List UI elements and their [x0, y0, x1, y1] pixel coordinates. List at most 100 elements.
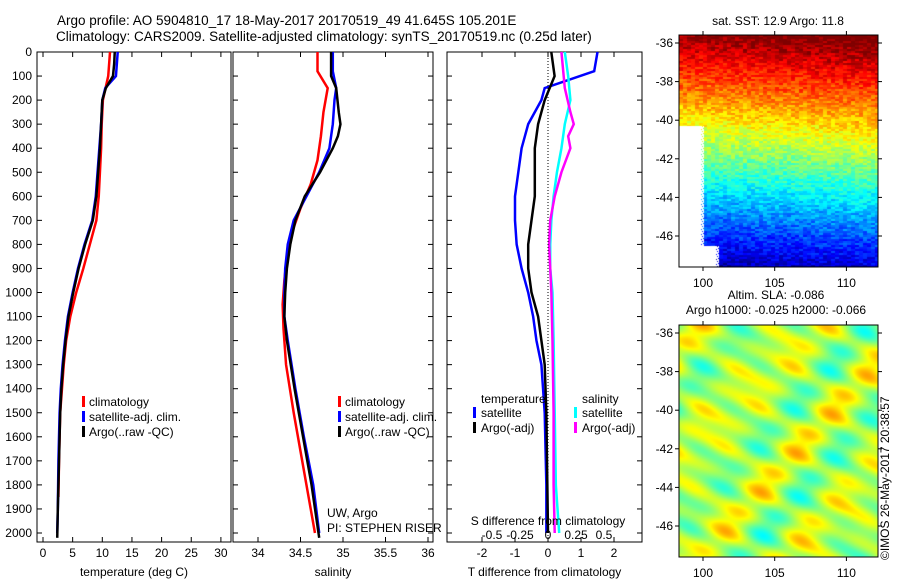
- y-tick-label: 700: [12, 213, 32, 227]
- map-frame-0: [678, 34, 879, 268]
- y-tick-label: 1400: [5, 382, 32, 396]
- y-tick-label: 1600: [5, 430, 32, 444]
- legend-swatch: [574, 407, 577, 418]
- legend-label: Argo(..raw -QC): [345, 425, 430, 439]
- x-tick-label: 1: [578, 546, 585, 560]
- legend-swatch: [82, 426, 85, 437]
- y-tick-label: -38: [656, 365, 674, 379]
- y-tick-label: 100: [12, 69, 32, 83]
- y-tick-label: -46: [656, 519, 674, 533]
- y-tick-label: 900: [12, 261, 32, 275]
- y-tick-label: 1700: [5, 454, 32, 468]
- x-tick-label: 36: [421, 546, 435, 560]
- legend-swatch: [473, 407, 476, 418]
- x-tick-label: 25: [185, 546, 199, 560]
- x2-tick-label: -0.25: [506, 528, 534, 542]
- x-tick-label: 2: [611, 546, 618, 560]
- legend-label: satellite-adj. clim.: [345, 410, 437, 424]
- sst-map: [679, 35, 878, 267]
- y-tick-label: -42: [656, 442, 674, 456]
- x-tick-label: 34.5: [289, 546, 313, 560]
- legend-label: Argo(-adj): [481, 421, 534, 435]
- x2-tick-label: 0.25: [564, 528, 588, 542]
- y-tick-label: 1100: [6, 310, 32, 324]
- y-tick-label: 1000: [5, 286, 32, 300]
- x2-tick-label: 0: [545, 528, 552, 542]
- y-tick-label: -36: [656, 326, 674, 340]
- x-tick-label: 100: [693, 276, 713, 290]
- x-tick-label: 5: [69, 546, 76, 560]
- legend-swatch: [82, 396, 85, 407]
- y-tick-label: 1800: [5, 478, 32, 492]
- x-tick-label: 15: [125, 546, 139, 560]
- y-tick-label: 1900: [5, 502, 32, 516]
- x-tick-label: -2: [477, 546, 488, 560]
- legend-swatch: [82, 411, 85, 422]
- series-climatology: [281, 52, 330, 534]
- y-tick-label: 300: [12, 117, 32, 131]
- series-t-satellite: [513, 51, 599, 533]
- legend-label: satellite-adj. clim.: [89, 410, 181, 424]
- title-line1: Argo profile: AO 5904810_17 18-May-2017 …: [57, 13, 517, 28]
- y-tick-label: -44: [656, 480, 674, 494]
- annotation: PI: STEPHEN RISER: [327, 521, 442, 535]
- y-tick-label: 2000: [5, 526, 32, 540]
- x-tick-label: 110: [837, 566, 856, 580]
- sla-map: [679, 325, 878, 557]
- y-tick-label: 400: [12, 141, 32, 155]
- x-tick-label: 30: [214, 546, 228, 560]
- y-tick-label: 600: [12, 189, 32, 203]
- legend-swatch: [338, 411, 341, 422]
- y-tick-label: -36: [656, 36, 674, 50]
- y-tick-label: -40: [656, 403, 674, 417]
- y-tick-label: -40: [656, 113, 674, 127]
- y-tick-label: 500: [12, 165, 32, 179]
- x-tick-label: 0: [545, 546, 552, 560]
- x-axis-label: salinity: [315, 565, 352, 579]
- x-tick-label: 20: [155, 546, 169, 560]
- legend-label: satellite: [481, 406, 522, 420]
- map-frame-1: [678, 324, 879, 558]
- series-t-argo-adj-: [526, 51, 556, 534]
- y-tick-label: -46: [656, 229, 674, 243]
- legend-label: Argo(..raw -QC): [89, 425, 174, 439]
- map-title: Altim. SLA: -0.086: [728, 288, 825, 302]
- legend-label: satellite: [582, 406, 623, 420]
- x-tick-label: -1: [510, 546, 521, 560]
- panel-frame-2: [446, 51, 643, 543]
- x-tick-label: 34: [251, 546, 265, 560]
- x-tick-label: 105: [765, 276, 785, 290]
- map-title: sat. SST: 12.9 Argo: 11.8: [712, 14, 844, 28]
- legend-label: Argo(-adj): [582, 421, 635, 435]
- x2-tick-label: -0.5: [482, 528, 503, 542]
- y-tick-label: 800: [12, 237, 32, 251]
- legend-label: climatology: [89, 395, 149, 409]
- x-axis-label: temperature (deg C): [80, 565, 188, 579]
- legend-title: temperature: [481, 392, 546, 406]
- x2-axis-label: S difference from climatology: [471, 514, 626, 528]
- legend-swatch: [473, 422, 476, 433]
- legend-label: climatology: [345, 395, 405, 409]
- x-tick-label: 0: [40, 546, 47, 560]
- series-argo-raw-qc-: [283, 52, 342, 538]
- y-tick-label: 0: [25, 45, 32, 59]
- y-tick-label: 200: [12, 93, 32, 107]
- x-tick-label: 110: [837, 276, 856, 290]
- x-axis-label: T difference from climatology: [468, 565, 622, 579]
- annotation: UW, Argo: [327, 506, 378, 520]
- y-tick-label: -44: [656, 190, 674, 204]
- title-line2: Climatology: CARS2009. Satellite-adjuste…: [56, 29, 592, 44]
- panel-frame-0: [36, 51, 232, 543]
- x2-tick-label: 0.5: [596, 528, 613, 542]
- x-tick-label: 105: [765, 566, 785, 580]
- y-tick-label: -38: [656, 75, 674, 89]
- x-tick-label: 35: [336, 546, 350, 560]
- x-tick-label: 10: [96, 546, 110, 560]
- legend-swatch: [574, 422, 577, 433]
- legend-swatch: [338, 426, 341, 437]
- legend-title: salinity: [582, 392, 619, 406]
- x-tick-label: 35.5: [374, 546, 398, 560]
- map-title: Argo h1000: -0.025 h2000: -0.066: [686, 303, 866, 317]
